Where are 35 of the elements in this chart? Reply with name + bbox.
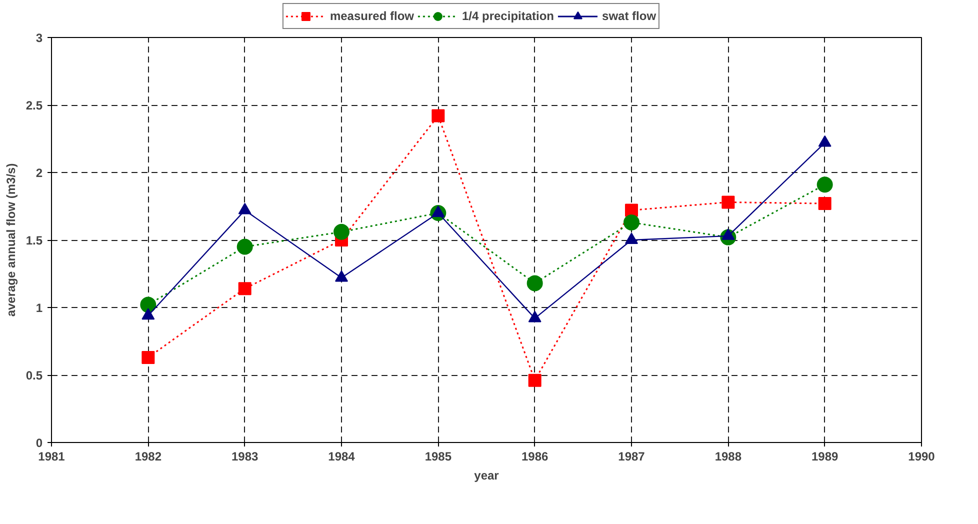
point <box>526 275 543 292</box>
x-tick-label: 1981 <box>38 450 66 464</box>
y-tick-label: 0.5 <box>26 368 43 382</box>
point <box>818 197 832 210</box>
legend-label: 1/4 precipitation <box>462 9 554 23</box>
point <box>624 214 640 230</box>
legend-label: swat flow <box>602 9 656 23</box>
point <box>816 176 833 193</box>
y-tick-label: 1.5 <box>26 234 43 248</box>
point <box>142 350 155 364</box>
point <box>140 296 156 313</box>
point <box>238 282 252 296</box>
x-tick-label: 1982 <box>134 450 162 464</box>
x-tick-label: 1987 <box>618 450 646 464</box>
x-tick-label: 1983 <box>231 450 259 464</box>
point <box>236 238 253 255</box>
y-tick-label: 1 <box>36 301 43 315</box>
point <box>432 109 445 122</box>
y-tick-label: 2 <box>36 166 43 180</box>
x-tick-label: 1986 <box>521 450 549 464</box>
point <box>722 196 735 209</box>
y-tick-label: 3 <box>36 31 43 45</box>
legend-label: measured flow <box>330 9 414 23</box>
point <box>528 374 542 387</box>
x-axis-title: year <box>474 468 500 482</box>
x-tick-label: 1989 <box>811 450 839 464</box>
y-tick-label: 2.5 <box>26 98 43 112</box>
y-tick-label: 0 <box>36 436 43 450</box>
y-axis-title: average annual flow (m3/s) <box>4 163 18 317</box>
x-tick-label: 1990 <box>908 450 936 464</box>
x-tick-label: 1985 <box>424 450 452 464</box>
x-tick-label: 1984 <box>328 450 356 464</box>
x-tick-label: 1988 <box>714 450 742 464</box>
point <box>334 224 350 240</box>
point <box>142 308 155 320</box>
